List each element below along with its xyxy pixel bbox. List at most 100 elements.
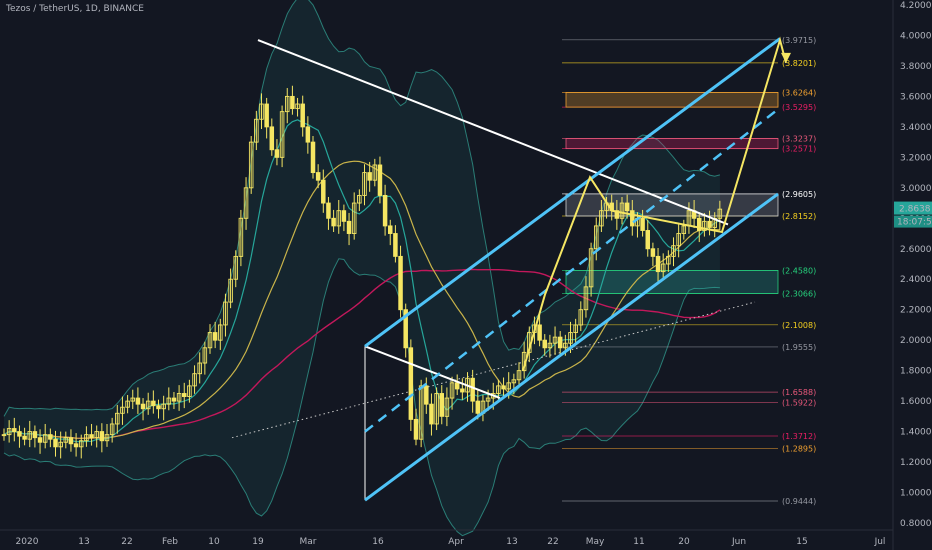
candle-body [573, 324, 578, 334]
level-label: (3.8201) [782, 59, 816, 68]
candle-body [377, 164, 383, 196]
candle-body [290, 95, 295, 110]
candle-body [115, 412, 120, 425]
candle-body [403, 309, 408, 349]
candle-body [68, 437, 74, 445]
candle-body [357, 194, 362, 204]
chart-title: Tezos / TetherUS, 1D, BINANCE [6, 4, 144, 14]
channel-lower [364, 192, 779, 502]
candle-body [506, 382, 511, 390]
candle-body [645, 230, 651, 250]
ma-mid-line [3, 160, 720, 439]
candle-body [78, 440, 84, 448]
candle-body [650, 248, 656, 257]
support-zone-green [565, 269, 779, 294]
channel-upper [364, 37, 781, 348]
candle-body [676, 233, 681, 247]
candle-body [367, 172, 372, 181]
price-tick-label: 1.2000 [900, 458, 932, 468]
candle-body [305, 126, 311, 143]
candle-body [346, 220, 352, 234]
candle-body [501, 385, 506, 390]
level-label: (1.5922) [782, 398, 816, 407]
candle-body [264, 103, 269, 128]
candle-body [321, 179, 326, 204]
price-tick-label: 1.6000 [900, 397, 932, 407]
candle-body [388, 225, 393, 234]
price-tick-label: 1.0000 [900, 489, 932, 499]
candle-body [470, 377, 475, 402]
candle-body [181, 393, 187, 397]
candle-body [563, 342, 568, 349]
candle-body [197, 362, 202, 375]
candle-body [640, 217, 645, 231]
candle-body [660, 263, 666, 273]
candle-body [125, 400, 130, 408]
price-axis[interactable]: 4.2000 4.0000 3.8000 3.6000 3.4000 3.2000 3.00… [892, 0, 932, 550]
candle-body [671, 245, 676, 257]
candle-body [511, 379, 517, 384]
candle-body [310, 141, 316, 174]
candle-body [243, 187, 249, 219]
candle-body [6, 428, 12, 436]
level-label: (3.3237) [782, 135, 816, 144]
time-tick-label: Jul [874, 537, 886, 547]
candle-body [429, 403, 434, 425]
candle-body [449, 382, 455, 399]
level-label: (1.9555) [782, 343, 816, 352]
candle-body [382, 194, 388, 227]
candle-body [84, 434, 89, 442]
time-axis[interactable]: 2020 13 22 Feb 10 19 Mar 16 Apr 13 22 May 11 20 Jun 15 J… [0, 529, 893, 547]
candle-body [109, 423, 115, 436]
level-label: (3.2571) [782, 145, 816, 154]
candle-body [599, 210, 604, 227]
candle-body [594, 225, 599, 250]
candle-body [285, 95, 290, 113]
candle-body [218, 324, 223, 341]
candle-body [485, 397, 491, 402]
candle-body [135, 397, 141, 405]
time-tick-label: 19 [252, 537, 264, 547]
projection-arrow [781, 52, 791, 63]
countdown-label: 18:07:56 [897, 218, 932, 228]
candle-body [223, 301, 228, 326]
candle-body [48, 434, 53, 440]
candle-body [63, 437, 69, 443]
candle-body [166, 397, 172, 405]
candle-body [187, 385, 192, 397]
moving-averages [3, 119, 756, 443]
candle-body [542, 339, 548, 349]
candle-body [27, 431, 33, 440]
candle-body [454, 382, 460, 390]
time-tick-label: 20 [678, 537, 690, 547]
candle-body [444, 397, 450, 417]
candle-body [418, 385, 424, 440]
candle-body [331, 217, 336, 227]
candle-body [460, 388, 465, 393]
projection-path [522, 36, 787, 371]
candle-body [58, 441, 63, 448]
candle-body [557, 336, 563, 349]
candle-body [171, 397, 177, 402]
level-label: (3.5295) [782, 103, 816, 112]
ma-dotted-line [231, 301, 756, 439]
candle-body [192, 373, 197, 387]
level-label: (1.2895) [782, 444, 816, 453]
candle-body [681, 225, 687, 234]
candle-body [259, 103, 264, 120]
time-tick-label: 22 [547, 537, 558, 547]
level-label: (3.9715) [782, 36, 816, 45]
candle-body [207, 332, 213, 349]
candle-body [516, 370, 522, 381]
candle-body [717, 208, 723, 219]
level-label: (2.4580) [782, 266, 816, 275]
candle-body [295, 103, 300, 110]
candle-body [351, 202, 357, 234]
price-tick-label: 3.2000 [900, 153, 932, 163]
price-tick-label: 2.0000 [900, 336, 932, 346]
candle-body [702, 220, 707, 231]
countdown-badge [894, 215, 932, 228]
candle-body [439, 393, 445, 417]
